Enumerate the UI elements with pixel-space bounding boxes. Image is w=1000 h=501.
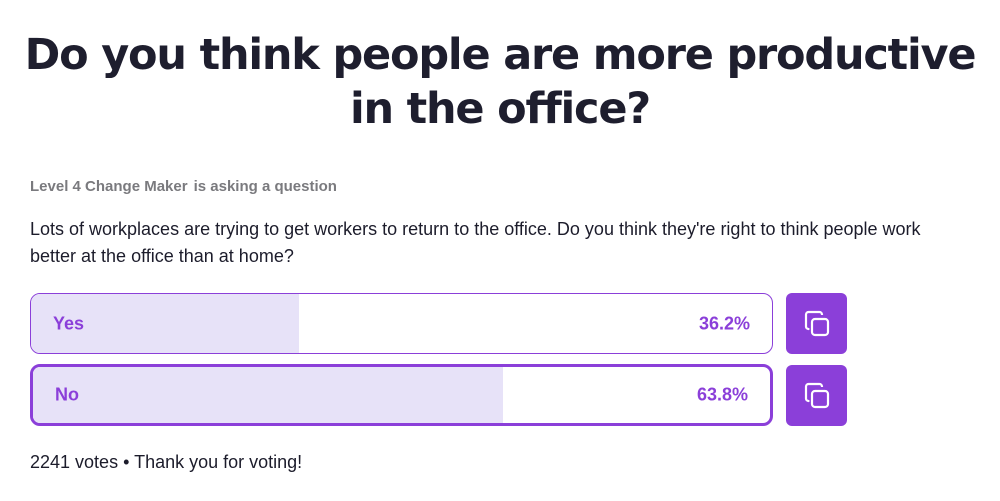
- option-percent: 36.2%: [698, 313, 750, 333]
- option-label: Yes: [53, 313, 85, 333]
- result-bar-fill: [33, 367, 504, 423]
- asker-line: Level 4 Change Maker is asking a question: [30, 178, 337, 195]
- copy-icon: [804, 382, 829, 408]
- asker-name: Level 4 Change Maker: [30, 178, 188, 195]
- poll-option-yes[interactable]: Yes 36.2%: [30, 293, 773, 354]
- poll-title: Do you think people are more productive …: [24, 30, 977, 134]
- asker-suffix: is asking a question: [193, 178, 337, 195]
- result-bar-fill: [31, 294, 300, 353]
- question-text: Lots of workplaces are trying to get wor…: [30, 219, 921, 266]
- copy-icon: [804, 310, 829, 336]
- vote-count: 2241 votes: [30, 452, 119, 472]
- separator-dot: •: [123, 452, 130, 472]
- poll-option-no[interactable]: No 63.8%: [30, 364, 773, 426]
- poll-footer: 2241 votes • Thank you for voting!: [30, 452, 302, 473]
- option-percent: 63.8%: [696, 384, 748, 405]
- option-label: No: [55, 384, 79, 405]
- copy-button-yes[interactable]: [786, 293, 847, 354]
- thanks-message: Thank you for voting!: [134, 452, 303, 472]
- copy-button-no[interactable]: [786, 365, 847, 426]
